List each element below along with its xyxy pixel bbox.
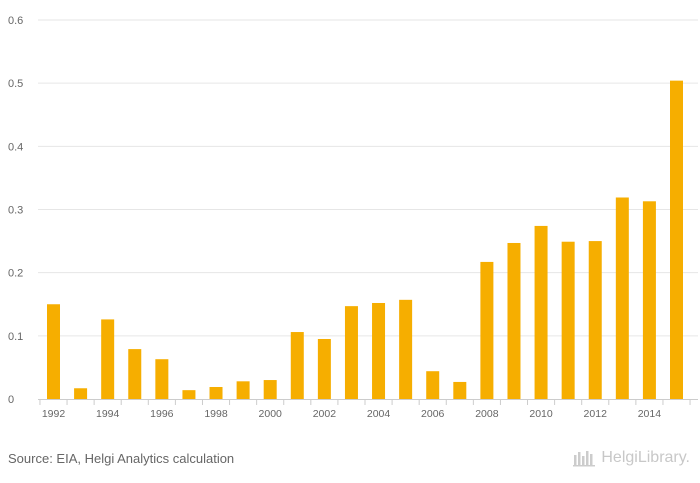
bar-2015 <box>670 80 683 399</box>
x-tick-label: 2002 <box>313 408 337 420</box>
bar-1993 <box>74 388 88 399</box>
x-tick-label: 1996 <box>150 408 174 420</box>
bar-2008 <box>480 261 494 399</box>
y-tick-label: 0.5 <box>8 78 23 90</box>
bar-chart: 0 0.1 0.2 0.3 0.4 0.5 0.6 1992 1994 1996 1998 2000 2… <box>8 15 698 420</box>
bar-2012 <box>588 241 602 399</box>
bar-2014 <box>642 201 656 399</box>
brand-logo[interactable]: HelgiLibrary. <box>573 449 690 467</box>
bar-2002 <box>317 338 331 399</box>
x-tick-label: 2012 <box>584 408 608 420</box>
source-note: Source: EIA, Helgi Analytics calculation <box>8 451 235 466</box>
y-tick-label: 0.4 <box>8 141 23 153</box>
bar-2005 <box>399 299 413 399</box>
bar-2007 <box>453 381 467 399</box>
bar-1997 <box>182 390 196 399</box>
bar-2011 <box>561 241 575 399</box>
y-tick-label: 0.6 <box>8 15 23 27</box>
bar-1999 <box>236 381 250 399</box>
bar-2001 <box>290 332 304 399</box>
bar-2013 <box>615 197 629 399</box>
bar-1995 <box>128 349 142 399</box>
bar-1992 <box>47 304 60 399</box>
library-books-icon <box>573 451 596 467</box>
x-tick-label: 2014 <box>638 408 662 420</box>
x-tick-label: 2006 <box>421 408 445 420</box>
bar-1998 <box>209 386 223 399</box>
x-tick-label: 2000 <box>259 408 283 420</box>
x-tick-label: 2004 <box>367 408 391 420</box>
bar-2006 <box>426 371 440 399</box>
x-tick-label: 2008 <box>475 408 499 420</box>
x-tick-label: 1992 <box>42 408 66 420</box>
brand-name: HelgiLibrary. <box>601 449 690 466</box>
bar-1996 <box>155 359 169 399</box>
y-tick-label: 0.1 <box>8 331 23 343</box>
bar-1994 <box>101 319 115 399</box>
bar-2000 <box>263 380 277 399</box>
bar-2004 <box>372 302 386 399</box>
chart-footer: Source: EIA, Helgi Analytics calculation… <box>0 440 700 483</box>
bar-2009 <box>507 242 521 399</box>
x-tick-label: 2010 <box>529 408 553 420</box>
y-tick-label: 0 <box>8 394 14 406</box>
bar-2003 <box>344 306 358 399</box>
bar-2010 <box>534 225 548 399</box>
x-tick-label: 1994 <box>96 408 120 420</box>
y-tick-label: 0.2 <box>8 268 23 280</box>
x-tick-label: 1998 <box>204 408 228 420</box>
y-tick-label: 0.3 <box>8 205 23 217</box>
